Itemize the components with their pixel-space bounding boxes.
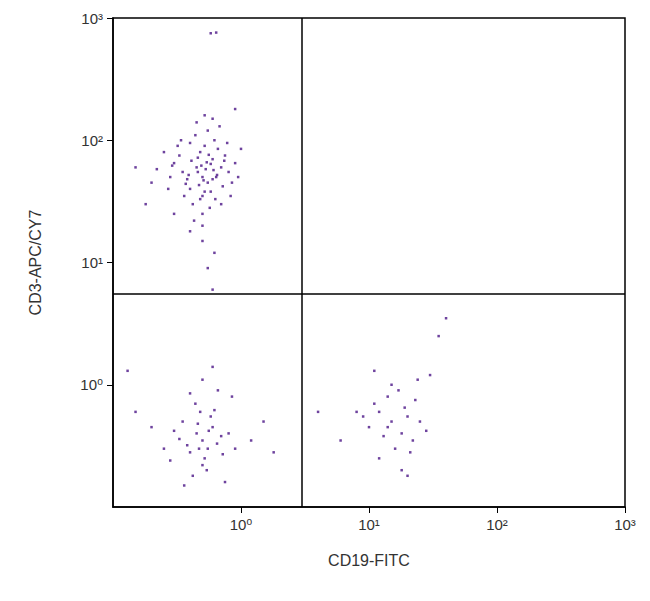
- svg-text:10³: 10³: [81, 10, 103, 27]
- svg-text:10³: 10³: [614, 516, 636, 533]
- svg-text:10²: 10²: [486, 516, 508, 533]
- svg-text:10²: 10²: [81, 132, 103, 149]
- svg-text:CD3-APC/CY7: CD3-APC/CY7: [27, 210, 44, 316]
- svg-text:CD19-FITC: CD19-FITC: [328, 552, 410, 569]
- svg-text:10⁰: 10⁰: [230, 516, 253, 533]
- svg-text:10⁰: 10⁰: [80, 376, 103, 393]
- svg-text:10¹: 10¹: [81, 254, 103, 271]
- svg-text:10¹: 10¹: [358, 516, 380, 533]
